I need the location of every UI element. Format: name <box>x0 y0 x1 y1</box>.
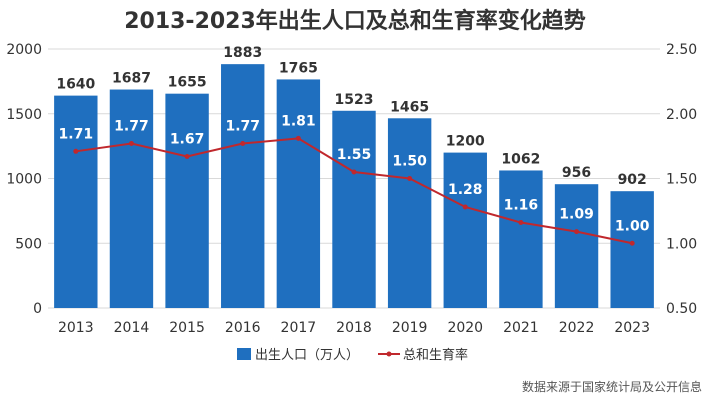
legend-line-marker <box>386 351 392 357</box>
line-value-label: 1.16 <box>504 198 539 214</box>
right-axis-tick-label: 2.50 <box>666 42 697 58</box>
bar-value-label: 956 <box>562 165 591 181</box>
legend-line-label: 总和生育率 <box>403 347 468 363</box>
bar-value-label: 1655 <box>168 75 207 91</box>
chart-title: 2013-2023年出生人口及总和生育率变化趋势 <box>124 8 586 34</box>
left-axis-tick-label: 1500 <box>6 107 42 123</box>
x-axis-tick-label: 2017 <box>281 320 317 336</box>
left-axis-ticks: 0 500 1000 1500 2000 <box>6 42 42 317</box>
bar-value-label: 1765 <box>279 60 318 76</box>
bar <box>54 95 98 309</box>
left-axis-tick-label: 1000 <box>6 172 42 188</box>
bar <box>109 89 154 308</box>
line-value-labels: 1.71 1.77 1.67 1.77 1.81 1.55 1.50 1.28 1.16 1.09… <box>59 113 650 234</box>
bar <box>221 64 265 309</box>
bar-value-label: 1200 <box>446 134 485 150</box>
line-series <box>73 135 635 246</box>
line-value-label: 1.00 <box>615 218 650 234</box>
x-axis-tick-label: 2020 <box>447 320 483 336</box>
line-point <box>574 229 580 235</box>
right-axis-tick-label: 1.00 <box>666 236 697 252</box>
line-value-label: 1.55 <box>337 147 372 163</box>
line-value-label: 1.77 <box>114 119 149 135</box>
line-value-label: 1.67 <box>170 131 205 147</box>
bar-value-label: 1465 <box>390 99 429 115</box>
x-axis-tick-label: 2013 <box>58 320 94 336</box>
line-point <box>629 240 635 246</box>
bar-value-label: 902 <box>618 172 647 188</box>
right-axis-tick-label: 2.00 <box>666 107 697 123</box>
bar <box>332 110 376 308</box>
bar-value-label: 1523 <box>335 92 374 108</box>
right-axis-ticks: 0.50 1.00 1.50 2.00 2.50 <box>666 42 697 317</box>
line-value-label: 1.71 <box>59 126 94 142</box>
legend: 出生人口（万人） 总和生育率 <box>237 347 468 363</box>
line-point <box>462 204 468 210</box>
right-axis-tick-label: 0.50 <box>666 301 697 317</box>
line-value-label: 1.81 <box>281 113 316 129</box>
bar <box>165 93 209 309</box>
x-axis-tick-label: 2015 <box>169 320 205 336</box>
legend-bar-swatch <box>237 348 251 360</box>
x-axis-tick-label: 2018 <box>336 320 372 336</box>
line-point <box>295 135 301 141</box>
left-axis-tick-label: 500 <box>15 236 42 252</box>
bar-value-label: 1883 <box>223 45 262 61</box>
legend-bar-label: 出生人口（万人） <box>255 348 359 363</box>
line-value-label: 1.09 <box>559 207 594 223</box>
left-axis-tick-label: 0 <box>33 301 42 317</box>
bar-value-label: 1062 <box>501 151 540 167</box>
x-axis-tick-label: 2023 <box>614 320 650 336</box>
bar <box>387 118 432 308</box>
x-axis-tick-label: 2021 <box>503 320 539 336</box>
bar-value-labels: 1640 1687 1655 1883 1765 1523 1465 1200 1062 956 9… <box>56 45 646 188</box>
bar <box>610 191 654 308</box>
bar-series <box>54 64 654 309</box>
line-value-label: 1.77 <box>225 119 260 135</box>
line-point <box>407 176 413 181</box>
x-axis-tick-label: 2014 <box>114 320 150 336</box>
bar-value-label: 1687 <box>112 71 151 87</box>
bar <box>554 184 599 308</box>
line-point <box>184 153 190 159</box>
line-point <box>73 148 79 154</box>
right-axis-tick-label: 1.50 <box>666 172 697 188</box>
line-value-label: 1.50 <box>392 154 427 170</box>
line-point <box>240 141 246 147</box>
line-value-label: 1.28 <box>448 182 483 198</box>
x-axis-tick-label: 2019 <box>392 320 428 336</box>
source-note: 数据来源于国家统计局及公开信息 <box>522 379 702 394</box>
bar <box>443 152 487 308</box>
x-axis-ticks: 2013 2014 2015 2016 2017 2018 2019 2020 2021 2022… <box>58 320 650 336</box>
bar <box>276 79 321 309</box>
left-axis-tick-label: 2000 <box>6 42 42 58</box>
bar <box>499 170 543 308</box>
line-point <box>518 220 524 226</box>
x-axis-tick-label: 2022 <box>559 320 595 336</box>
line-point <box>351 169 357 175</box>
x-axis-tick-label: 2016 <box>225 320 261 336</box>
bar-value-label: 1640 <box>56 77 95 93</box>
line-point <box>128 141 134 147</box>
